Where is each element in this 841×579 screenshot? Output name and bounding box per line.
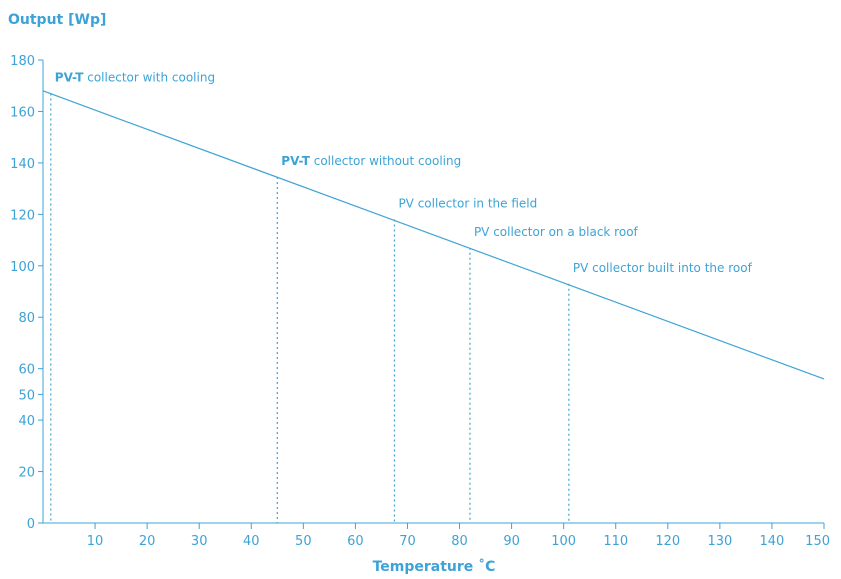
- y-tick-label: 80: [18, 311, 35, 326]
- x-axis-title: Temperature ˚C: [373, 558, 496, 575]
- annotation-label: PV-T collector without cooling: [281, 154, 461, 168]
- x-tick-label: 110: [603, 534, 628, 549]
- series-line: [42, 90, 825, 380]
- y-tick-label: 20: [18, 466, 35, 481]
- drop-lines: [50, 93, 570, 523]
- annotation-text: collector with cooling: [83, 70, 215, 84]
- annotation-label: PV-T collector with cooling: [55, 70, 215, 84]
- y-tick-label: 180: [10, 54, 35, 69]
- annotation-label: PV collector on a black roof: [474, 225, 639, 239]
- annotation-text: PV collector built into the roof: [573, 261, 753, 275]
- x-tick-label: 40: [243, 534, 260, 549]
- annotation-bold: PV-T: [281, 154, 310, 168]
- y-tick-label: 160: [10, 105, 35, 120]
- x-tick-label: 80: [451, 534, 468, 549]
- x-tick-label: 70: [399, 534, 416, 549]
- x-tick-label: 50: [295, 534, 312, 549]
- y-axis-title: Output [Wp]: [8, 12, 106, 28]
- annotation-label: PV collector in the field: [398, 196, 537, 210]
- annotation-text: collector without cooling: [310, 154, 461, 168]
- x-tick-label: 100: [551, 534, 576, 549]
- x-tick-label: 150: [805, 534, 830, 549]
- x-ticks: 10 20 30 40 50 60 70 80 90 100 110 120 130 140 150: [87, 523, 830, 549]
- y-tick-label: 60: [18, 363, 35, 378]
- x-tick-label: 60: [347, 534, 364, 549]
- x-tick-label: 30: [191, 534, 208, 549]
- x-tick-label: 90: [503, 534, 520, 549]
- y-tick-label: 0: [27, 517, 35, 532]
- x-tick-label: 120: [655, 534, 680, 549]
- annotation-text: PV collector in the field: [398, 196, 537, 210]
- annotation-text: PV collector on a black roof: [474, 225, 639, 239]
- y-tick-label: 140: [10, 157, 35, 172]
- series-group: [42, 90, 825, 380]
- x-tick-label: 140: [760, 534, 785, 549]
- annotation-label: PV collector built into the roof: [573, 261, 753, 275]
- x-tick-label: 130: [707, 534, 732, 549]
- y-tick-label: 50: [18, 388, 35, 403]
- y-tick-label: 40: [18, 414, 35, 429]
- y-tick-label: 100: [10, 260, 35, 275]
- x-tick-label: 20: [139, 534, 156, 549]
- x-tick-label: 10: [87, 534, 104, 549]
- annotation-bold: PV-T: [55, 70, 84, 84]
- y-tick-label: 120: [10, 208, 35, 223]
- y-ticks: 0 20 40 50 60 80 100 120 140 160 180: [10, 54, 43, 532]
